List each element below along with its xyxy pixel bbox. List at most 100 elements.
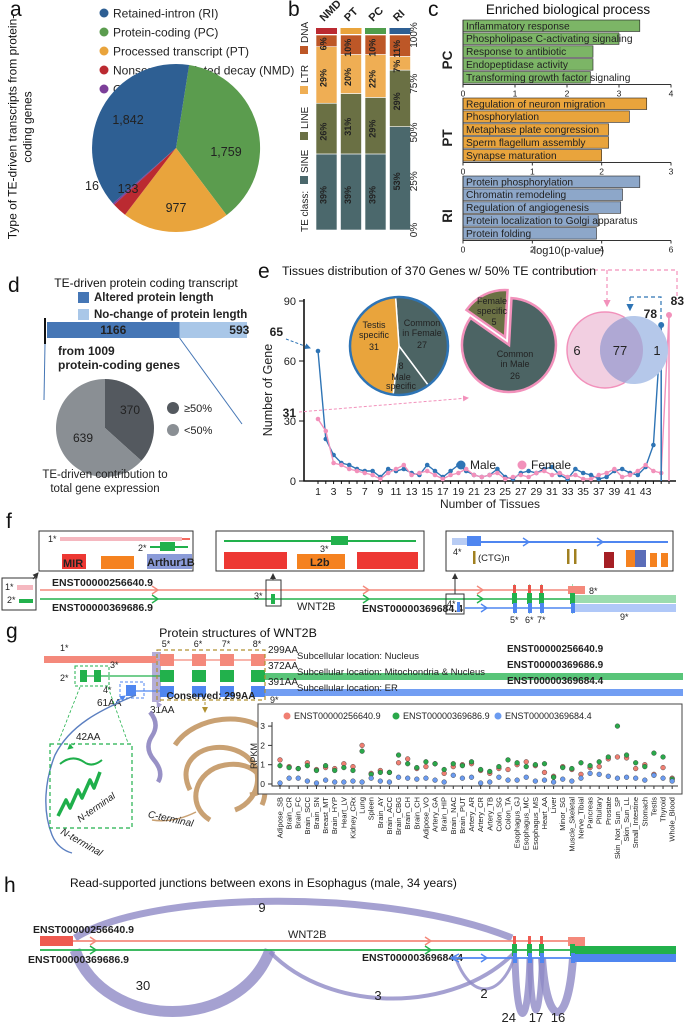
panel-f-letter: f (6, 510, 12, 533)
svg-text:78: 78 (644, 307, 658, 321)
svg-text:<50%: <50% (184, 425, 213, 437)
svg-text:1: 1 (315, 486, 321, 498)
svg-text:42AA: 42AA (76, 732, 101, 743)
svg-text:ENST00000369684.4: ENST00000369684.4 (507, 676, 604, 687)
svg-text:60: 60 (284, 356, 296, 368)
svg-text:77: 77 (613, 343, 627, 358)
svg-text:C-terminal: C-terminal (147, 809, 195, 830)
svg-text:Male: Male (470, 458, 496, 472)
svg-text:31%: 31% (343, 118, 353, 136)
svg-text:Testis: Testis (362, 320, 386, 330)
svg-text:9*: 9* (620, 612, 629, 622)
svg-text:Brain_HYP: Brain_HYP (330, 797, 339, 834)
svg-text:total gene expression: total gene expression (50, 483, 159, 495)
svg-text:372AA: 372AA (268, 661, 298, 672)
svg-text:Liver: Liver (549, 797, 558, 814)
svg-text:3: 3 (331, 486, 337, 498)
svg-text:5: 5 (491, 317, 496, 327)
svg-text:17: 17 (437, 486, 449, 498)
svg-text:Brain_CH: Brain_CH (403, 797, 412, 830)
svg-text:133: 133 (118, 182, 139, 196)
svg-text:ENST00000369684.4: ENST00000369684.4 (505, 711, 592, 721)
svg-text:(CTG)n: (CTG)n (478, 553, 510, 564)
svg-text:Regulation of neuron migration: Regulation of neuron migration (466, 99, 605, 110)
panel-a-axis-label: Type of TE-driven transcripts from prote… (5, 14, 35, 240)
panel-g-letter: g (6, 620, 18, 643)
svg-text:21: 21 (468, 486, 480, 498)
svg-text:Testis: Testis (649, 797, 658, 816)
svg-text:Nerve_Tibial: Nerve_Tibial (576, 797, 585, 839)
svg-text:Synapse maturation: Synapse maturation (466, 151, 557, 162)
svg-text:5*: 5* (510, 615, 519, 625)
svg-text:8*: 8* (589, 586, 598, 596)
svg-text:Lung: Lung (358, 797, 367, 814)
svg-text:1,759: 1,759 (210, 145, 241, 159)
panel-a-letter: a (10, 0, 22, 21)
svg-text:Number of Tissues: Number of Tissues (440, 497, 540, 511)
svg-text:27: 27 (515, 486, 527, 498)
svg-text:Endopeptidase activity: Endopeptidase activity (466, 60, 569, 71)
svg-text:Esophagus_MC: Esophagus_MC (522, 796, 531, 850)
svg-text:Prostate: Prostate (604, 797, 613, 825)
svg-text:LTR: LTR (300, 65, 311, 83)
svg-text:in Female: in Female (402, 328, 442, 338)
svg-text:90: 90 (284, 296, 296, 308)
svg-text:ENST00000256640.9: ENST00000256640.9 (294, 711, 381, 721)
svg-text:Phosphorylation: Phosphorylation (466, 112, 539, 123)
svg-text:in Male: in Male (500, 359, 529, 369)
svg-text:6: 6 (669, 245, 674, 255)
svg-text:Subcellular location: ER: Subcellular location: ER (297, 683, 398, 694)
svg-text:53%: 53% (392, 172, 402, 190)
panel-h-title: Read-supported junctions between exons i… (70, 876, 457, 890)
svg-text:7*: 7* (222, 639, 231, 649)
svg-text:39%: 39% (368, 186, 378, 204)
svg-text:Breast_MT: Breast_MT (321, 797, 330, 834)
svg-text:-log10(p-value): -log10(p-value) (530, 245, 604, 257)
svg-text:7*: 7* (537, 615, 546, 625)
svg-text:Adipose_VO: Adipose_VO (421, 797, 430, 839)
svg-text:Brain_SN: Brain_SN (312, 797, 321, 829)
svg-text:11: 11 (391, 486, 402, 498)
svg-text:RI: RI (440, 209, 455, 223)
svg-text:1*: 1* (60, 643, 69, 653)
svg-text:39: 39 (609, 486, 621, 498)
svg-text:2: 2 (565, 89, 570, 99)
panel-b-te-class-legend: TE class: SINE LINE LTR DNA (300, 22, 311, 232)
svg-text:50%: 50% (409, 122, 420, 142)
svg-text:370: 370 (120, 403, 140, 417)
svg-text:2*: 2* (138, 543, 147, 553)
svg-text:Colon_SG: Colon_SG (494, 797, 503, 832)
svg-text:Adipose_SB: Adipose_SB (276, 797, 285, 838)
svg-text:Phospholipase C-activating sig: Phospholipase C-activating signaling (466, 34, 633, 45)
svg-text:23: 23 (484, 486, 496, 498)
svg-text:RI: RI (391, 8, 407, 24)
svg-text:31: 31 (283, 406, 297, 420)
svg-text:16: 16 (85, 179, 99, 193)
svg-text:PC: PC (440, 50, 455, 69)
svg-text:ENST00000369686.9: ENST00000369686.9 (403, 711, 490, 721)
svg-text:6*: 6* (194, 639, 203, 649)
svg-text:11%: 11% (392, 40, 402, 58)
svg-text:Skin_Not_Sun_SP: Skin_Not_Sun_SP (613, 797, 622, 859)
svg-text:ENST00000256640.9: ENST00000256640.9 (33, 924, 134, 936)
svg-text:ENST00000369684.4: ENST00000369684.4 (362, 603, 463, 615)
svg-text:593: 593 (229, 323, 249, 337)
svg-text:6*: 6* (525, 615, 534, 625)
svg-text:Heart_LV: Heart_LV (339, 797, 348, 828)
svg-text:WNT2B: WNT2B (297, 601, 336, 613)
svg-text:2*: 2* (60, 673, 69, 683)
panel-b-stacked-bars: NMD 39% 26% 29% 6% PT 39% 31% 20% 10% PC 39% 29% 22% 1… (300, 0, 420, 237)
svg-text:Brain_ACC: Brain_ACC (385, 796, 394, 834)
svg-text:29%: 29% (392, 92, 402, 110)
svg-text:Altered protein length: Altered protein length (94, 292, 213, 304)
svg-text:Colon_TA: Colon_TA (504, 797, 513, 830)
svg-text:Brain_AY: Brain_AY (376, 797, 385, 828)
panel-h-junctions: ENST00000256640.9 WNT2B ENST00000369686.9 E… (28, 897, 676, 1025)
panel-d-protein-length: Altered protein length No-change of prote… (42, 292, 250, 495)
svg-text:ENST00000256640.9: ENST00000256640.9 (52, 577, 153, 589)
svg-text:Protein folding: Protein folding (466, 229, 531, 240)
svg-text:31: 31 (369, 342, 379, 352)
panel-f-gene-structure: 1* 2* 1* 2* MIR Arthur1B 3* L2b 4* (CTG)n ENST0000… (1, 530, 676, 625)
svg-text:1: 1 (260, 760, 265, 770)
svg-text:L2b: L2b (310, 557, 330, 569)
